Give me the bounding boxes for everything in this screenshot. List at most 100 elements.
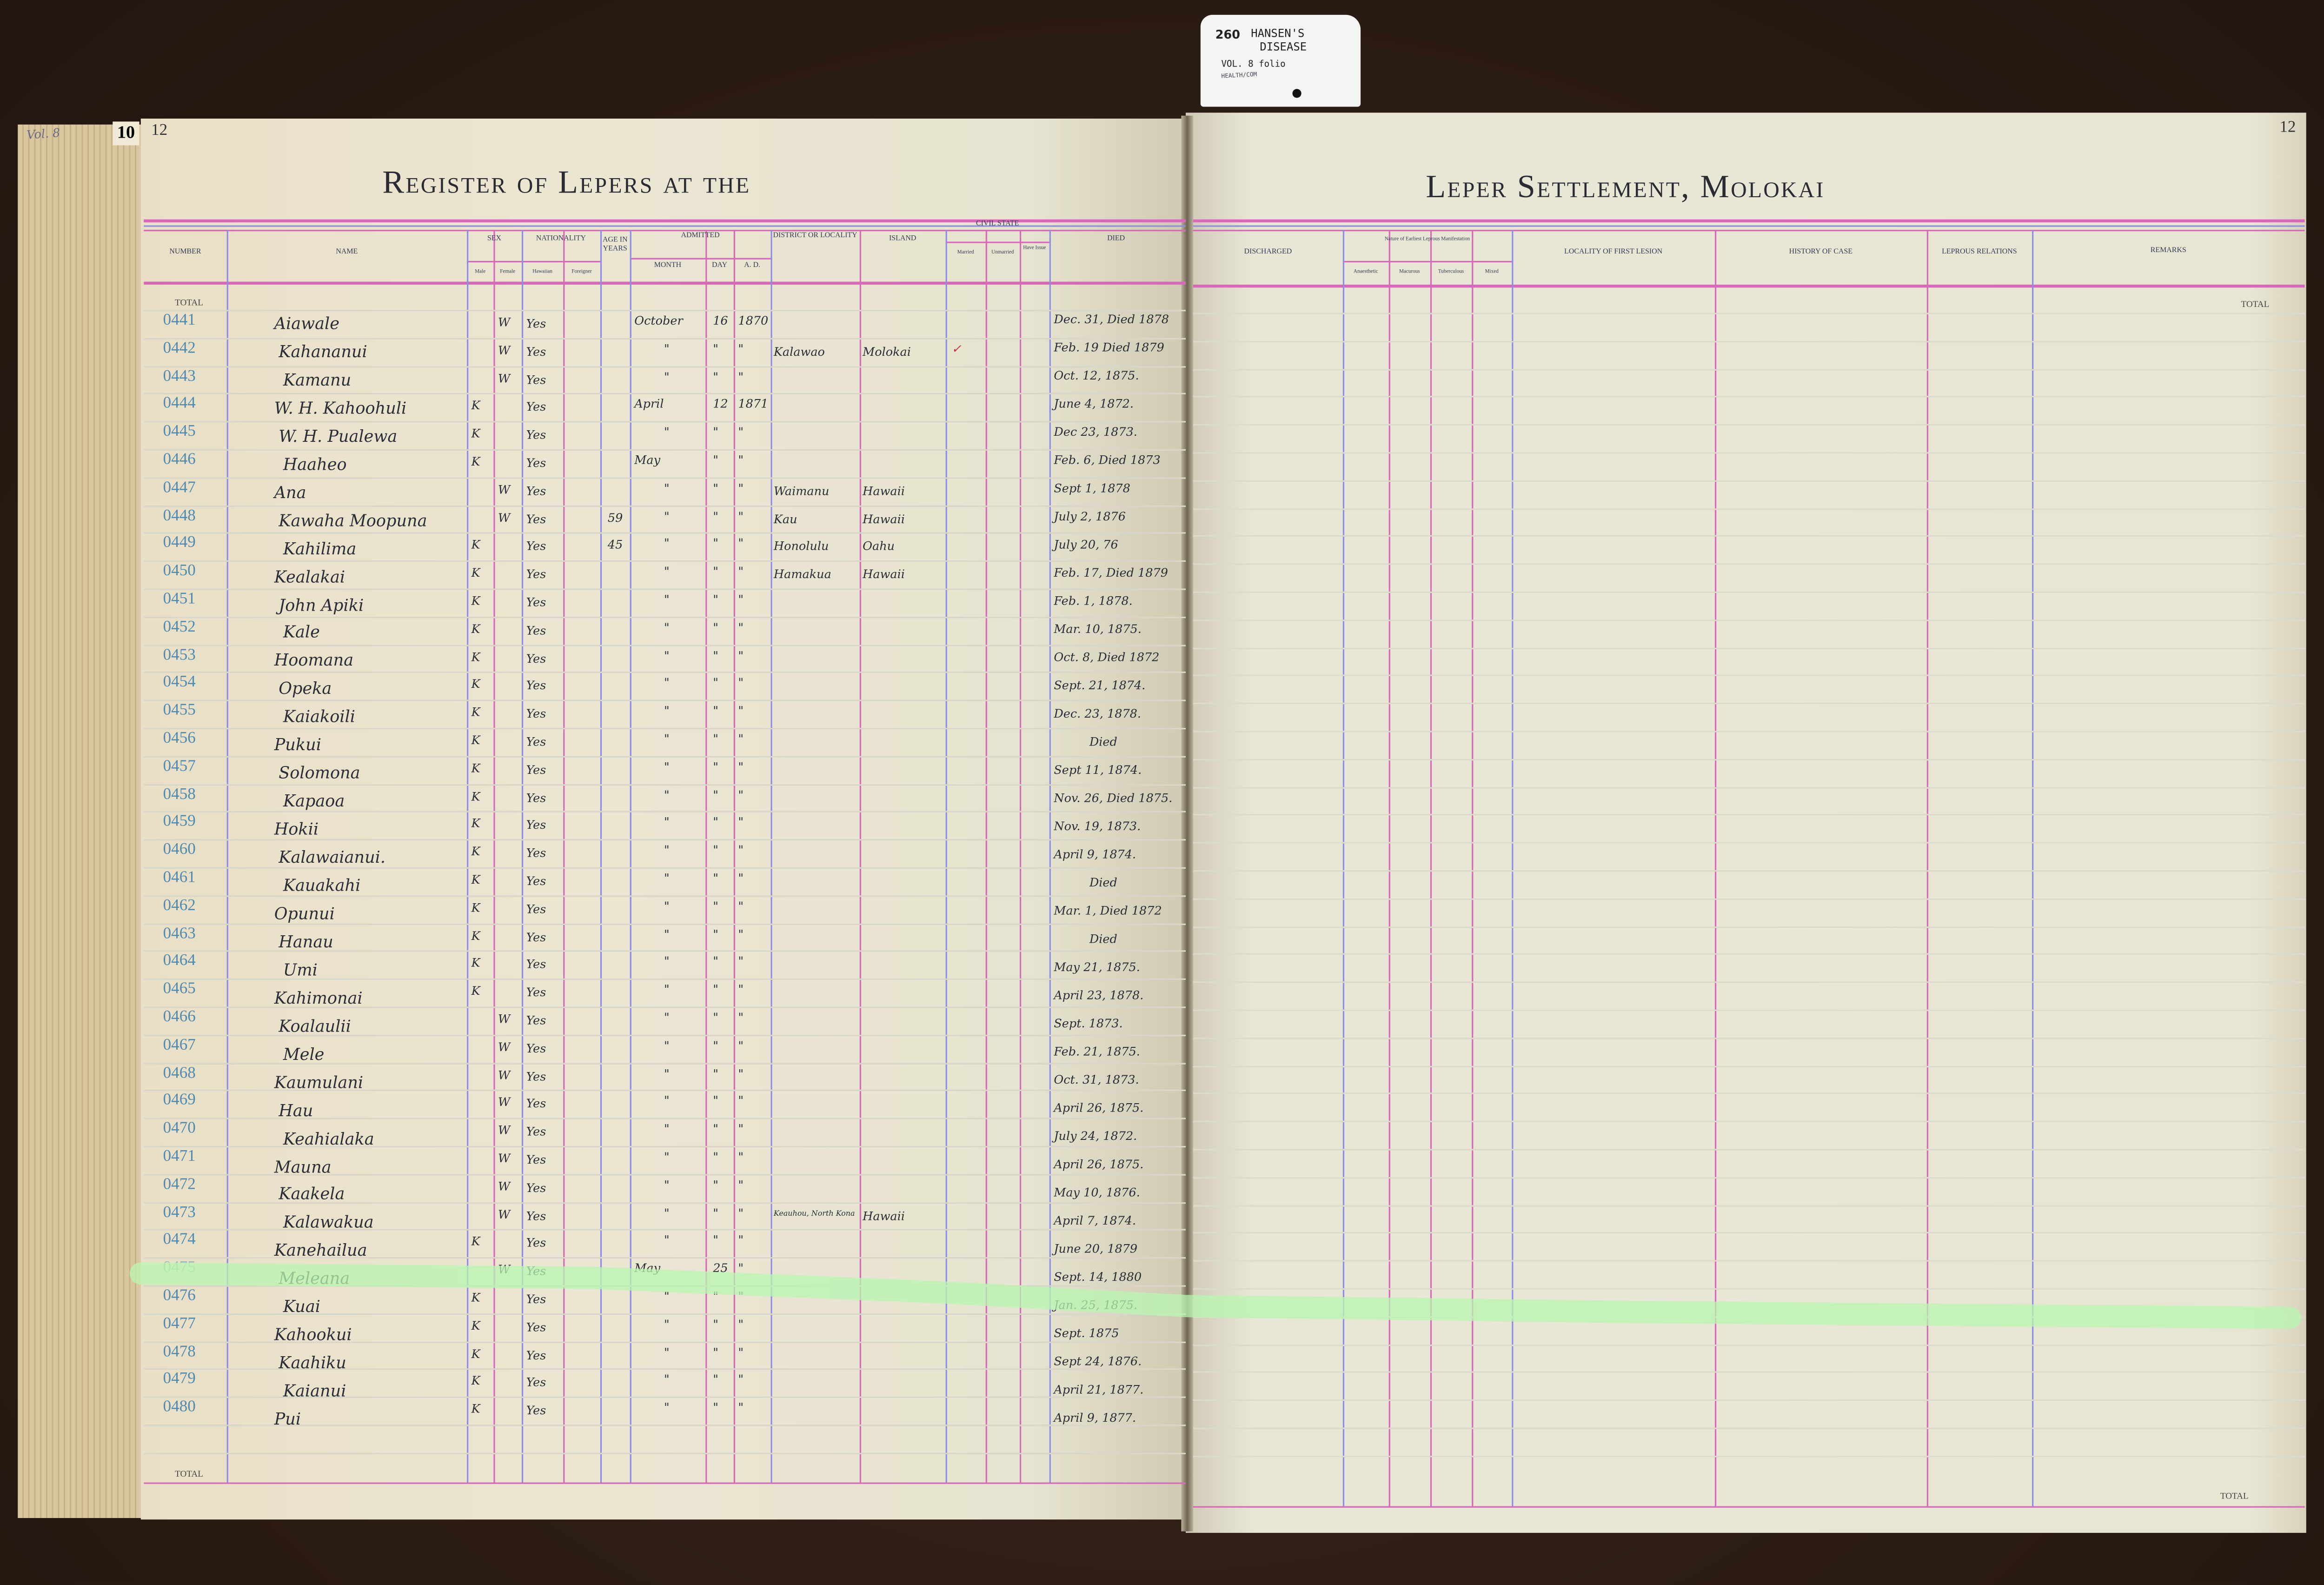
row-rule [1193,1009,2305,1011]
hawaiian-mark: Yes [526,1348,546,1362]
column-rule [1926,230,1928,1506]
horizontal-rule [144,225,1186,227]
patient-name: Opunui [274,904,335,924]
header-have-issue: Have Issue [1023,244,1046,251]
patient-name: Hoomana [274,651,354,671]
district-value: Honolulu [773,540,829,554]
hawaiian-mark: Yes [526,707,546,721]
row-number: 0451 [163,590,196,608]
sex-female-mark: W [498,1012,511,1026]
row-rule [144,1257,1186,1259]
header-day: Day [711,262,728,270]
died-date: Sept. 21, 1874. [1054,678,1146,692]
row-number: 0448 [163,506,196,525]
admitted-month: " [664,1234,670,1247]
row-number: 0476 [163,1286,196,1305]
hawaiian-mark: Yes [526,874,546,888]
hawaiian-mark: Yes [526,1070,546,1083]
patient-name: Koalaulii [279,1016,351,1036]
died-date: Oct. 8, Died 1872 [1054,650,1160,664]
admitted-year: " [738,1345,744,1359]
admitted-month: " [664,481,670,495]
patient-name: Opeka [279,679,332,699]
died-date: Died [1089,932,1117,946]
row-rule [1193,508,2305,510]
admitted-month: " [664,704,670,718]
sex-female-mark: W [498,371,511,385]
hawaiian-mark: Yes [526,1404,546,1418]
age-value: 45 [607,539,623,552]
hawaiian-mark: Yes [526,679,546,693]
sex-male-mark: K [471,566,480,580]
row-rule [144,366,1186,367]
district-value: Waimanu [773,484,830,498]
row-rule [1193,424,2305,426]
column-rule [2032,230,2034,1506]
patient-name: Kamanu [283,370,352,390]
island-value: Hawaii [863,1209,905,1223]
row-rule [1193,480,2305,482]
column-rule [733,230,735,1483]
admitted-day: " [713,426,718,440]
sex-male-mark: K [471,761,480,775]
hawaiian-mark: Yes [526,791,546,805]
died-date: Feb. 21, 1875. [1054,1044,1140,1058]
outer-page-number: 10 [113,121,139,146]
hawaiian-mark: Yes [526,930,546,944]
admitted-day: " [713,676,718,690]
admitted-year: " [738,760,744,774]
hawaiian-mark: Yes [526,568,546,582]
row-rule [1193,870,2305,872]
row-rule [1193,1232,2305,1234]
admitted-month: " [664,342,670,356]
admitted-year: " [738,426,744,440]
sex-male-mark: K [471,706,480,719]
tag-subject-1: HANSEN'S [1251,27,1305,40]
admitted-day: " [713,955,718,969]
row-rule [1193,1177,2305,1179]
admitted-month: " [664,1039,670,1052]
row-rule [144,895,1186,897]
sex-male-mark: K [471,873,480,887]
sex-female-mark: W [498,511,511,525]
row-rule [144,783,1186,786]
hawaiian-mark: Yes [526,735,546,749]
died-date: April 9, 1874. [1054,847,1136,861]
died-date: May 21, 1875. [1054,959,1140,973]
admitted-day: " [713,342,718,356]
hawaiian-mark: Yes [526,819,546,832]
admitted-day: " [713,620,718,634]
row-rule [1193,842,2305,844]
patient-name: Mele [283,1045,325,1064]
row-number: 0447 [163,478,196,497]
row-rule [144,923,1186,925]
row-rule [144,728,1186,730]
row-rule [1193,313,2305,314]
column-rule [630,230,631,1483]
admitted-month: " [664,1318,670,1331]
row-rule [1193,981,2305,983]
row-number: 0474 [163,1231,196,1249]
row-rule [1193,591,2305,593]
row-rule [144,1062,1186,1064]
column-rule [1049,230,1051,1483]
hawaiian-mark: Yes [526,428,546,442]
admitted-day: 12 [713,398,728,412]
total-top-right: TOTAL [2241,301,2270,310]
island-value: Hawaii [863,484,905,498]
header-anaesthetic: Anaesthetic [1353,268,1378,274]
died-date: Dec 23, 1873. [1054,425,1137,438]
row-number: 0469 [163,1092,196,1110]
total-bottom-left: TOTAL [175,1471,203,1480]
died-date: Sept. 14, 1880 [1054,1270,1142,1283]
header-name: Name [336,249,358,257]
row-rule [1193,1093,2305,1095]
admitted-year: " [738,648,744,662]
right-page [1186,113,2306,1533]
column-rule [770,230,772,1483]
admitted-month: " [664,788,670,802]
hawaiian-mark: Yes [526,1097,546,1111]
hawaiian-mark: Yes [526,317,546,331]
admitted-day: " [713,537,718,551]
